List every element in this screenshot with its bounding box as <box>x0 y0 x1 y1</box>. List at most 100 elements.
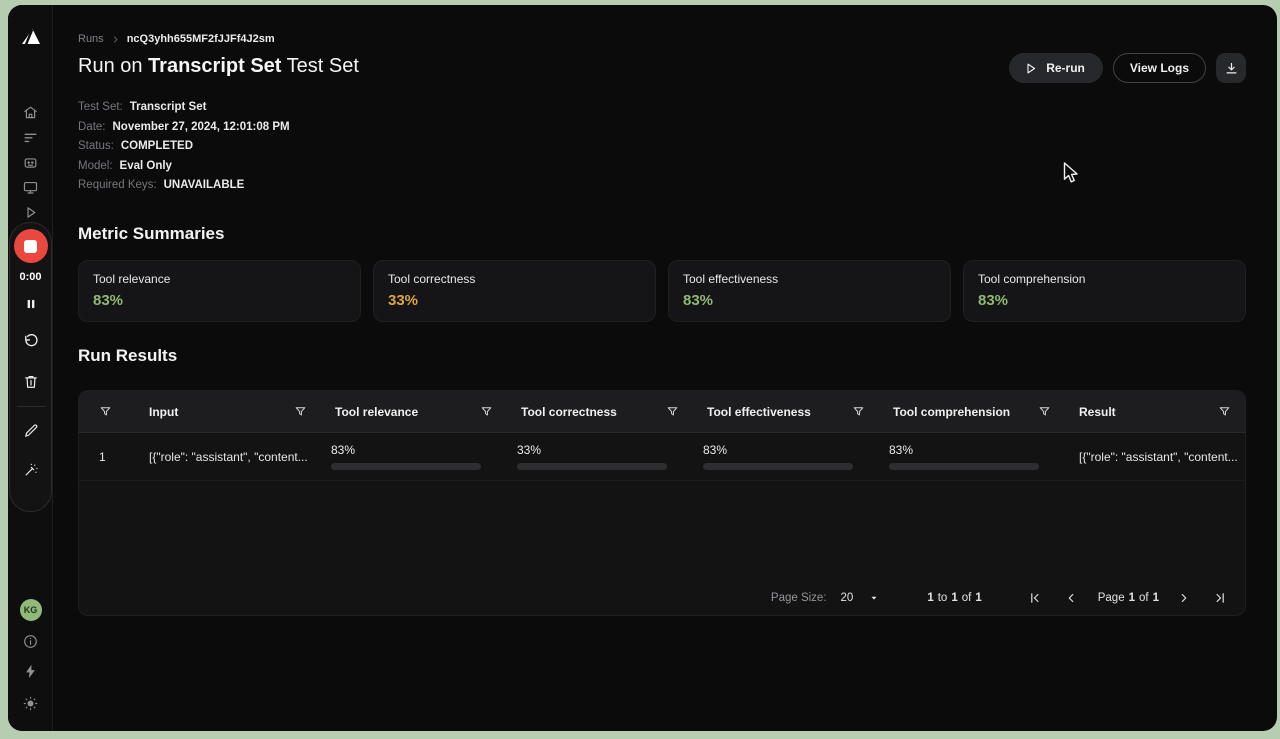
meta-model: Model: Eval Only <box>78 157 290 177</box>
filter-funnel-icon[interactable] <box>1218 405 1231 418</box>
page-title-prefix: Run on <box>78 55 149 77</box>
range-of-word: of <box>961 592 972 604</box>
mountain-logo-icon <box>21 29 40 45</box>
first-page-icon[interactable] <box>1028 591 1042 605</box>
pause-icon <box>22 295 40 313</box>
delete-recording-button[interactable] <box>10 373 51 391</box>
column-header-input: Input <box>135 391 321 432</box>
filter-funnel-icon[interactable] <box>294 405 307 418</box>
chevron-right-icon <box>111 35 120 44</box>
pause-recording-button[interactable] <box>10 295 51 313</box>
screen-recorder-widget: 0:00 <box>9 222 52 512</box>
play-outline-icon[interactable] <box>22 204 39 221</box>
stop-recording-button[interactable] <box>10 229 51 263</box>
column-header-tool-effectiveness: Tool effectiveness <box>693 391 879 432</box>
view-logs-button[interactable]: View Logs <box>1112 53 1206 83</box>
rerun-button[interactable]: Re-run <box>1009 53 1103 83</box>
column-label: Tool effectiveness <box>707 404 811 419</box>
sidebar-nav <box>8 104 53 221</box>
annotate-button[interactable] <box>10 422 51 440</box>
monitor-icon[interactable] <box>22 179 39 196</box>
meta-test-set: Test Set: Transcript Set <box>78 98 290 118</box>
cell-tool-comprehension: 83% <box>879 433 1065 480</box>
breadcrumb-runs-link[interactable]: Runs <box>78 33 104 45</box>
cell-tool-correctness: 33% <box>507 433 693 480</box>
play-icon <box>1023 61 1038 76</box>
theme-toggle-button[interactable] <box>8 695 53 712</box>
trash-icon <box>22 373 40 391</box>
filter-lines-icon[interactable] <box>22 129 39 146</box>
progress-bar <box>703 463 853 470</box>
page-size-value[interactable]: 20 <box>840 592 854 604</box>
app-window: 0:00 <box>8 5 1277 731</box>
pencil-icon <box>22 422 40 440</box>
recorder-divider <box>17 406 46 407</box>
column-label: Result <box>1079 404 1116 419</box>
pagination-bar: Page Size: 20 1 to 1 of 1 <box>771 591 1227 605</box>
download-icon <box>1224 61 1239 76</box>
filter-funnel-icon[interactable] <box>99 405 112 418</box>
table-header-row: Input Tool relevance Tool correctness <box>79 391 1245 433</box>
range-to-word: to <box>937 592 948 604</box>
filter-funnel-icon[interactable] <box>480 405 493 418</box>
column-label: Input <box>149 404 179 419</box>
view-logs-label: View Logs <box>1129 61 1189 75</box>
metric-card-label: Tool relevance <box>93 272 171 286</box>
column-label: Tool comprehension <box>893 404 1011 419</box>
metric-summaries-heading: Metric Summaries <box>78 224 225 243</box>
meta-value: Transcript Set <box>129 101 207 113</box>
range-total: 1 <box>975 592 982 604</box>
app-logo[interactable] <box>8 25 53 49</box>
meta-status: Status: COMPLETED <box>78 137 290 157</box>
next-page-icon[interactable] <box>1177 591 1191 605</box>
metric-cards: Tool relevance 83% Tool correctness 33% … <box>78 260 1246 322</box>
download-button[interactable] <box>1216 53 1246 83</box>
breadcrumb-run-id: ncQ3yhh655MF2fJJFf4J2sm <box>126 33 275 45</box>
home-icon[interactable] <box>22 104 39 121</box>
undo-icon <box>22 333 40 351</box>
sidebar: 0:00 <box>8 5 53 731</box>
prev-page-icon[interactable] <box>1064 591 1078 605</box>
cell-result[interactable]: [{"role": "assistant", "content... <box>1079 449 1238 464</box>
quick-actions-button[interactable] <box>8 663 53 680</box>
range-to: 1 <box>951 592 958 604</box>
cell-tool-relevance: 83% <box>321 433 507 480</box>
metric-card-tool-comprehension: Tool comprehension 83% <box>963 260 1246 322</box>
filter-funnel-icon[interactable] <box>666 405 679 418</box>
last-page-icon[interactable] <box>1213 591 1227 605</box>
magic-wand-button[interactable] <box>10 461 51 479</box>
column-header-tool-relevance: Tool relevance <box>321 391 507 432</box>
column-label: Tool relevance <box>335 404 419 419</box>
meta-label: Model: <box>78 159 113 172</box>
brightness-icon <box>22 695 39 712</box>
page-title: Run on Transcript Set Test Set <box>78 55 359 78</box>
robot-icon[interactable] <box>22 154 39 171</box>
metric-card-value: 33% <box>388 292 419 309</box>
page-title-suffix: Test Set <box>281 55 359 77</box>
info-icon <box>22 633 39 650</box>
main-content: Runs ncQ3yhh655MF2fJJFf4J2sm Run on Tran… <box>53 5 1277 731</box>
user-avatar[interactable]: KG <box>8 599 53 621</box>
filter-funnel-icon[interactable] <box>1038 405 1051 418</box>
meta-value: Eval Only <box>119 159 172 172</box>
metric-card-label: Tool correctness <box>388 272 476 286</box>
lightning-icon <box>22 663 39 680</box>
info-button[interactable] <box>8 633 53 650</box>
run-metadata: Test Set: Transcript Set Date: November … <box>78 98 290 196</box>
progress-bar <box>331 463 481 470</box>
page-title-testset-name: Transcript Set <box>148 55 282 77</box>
meta-label: Test Set: <box>78 101 123 113</box>
row-number-column-header <box>79 391 135 432</box>
progress-bar <box>889 463 1039 470</box>
filter-funnel-icon[interactable] <box>852 405 865 418</box>
caret-down-icon[interactable] <box>869 593 879 603</box>
table-row[interactable]: 1 [{"role": "assistant", "content... 83%… <box>79 433 1245 481</box>
metric-card-value: 83% <box>978 292 1009 309</box>
page-word: Page <box>1097 592 1125 604</box>
cell-input[interactable]: [{"role": "assistant", "content... <box>149 449 308 464</box>
metric-percent: 83% <box>331 443 356 457</box>
column-label: Tool correctness <box>521 404 617 419</box>
column-header-tool-comprehension: Tool comprehension <box>879 391 1065 432</box>
restart-recording-button[interactable] <box>10 333 51 351</box>
